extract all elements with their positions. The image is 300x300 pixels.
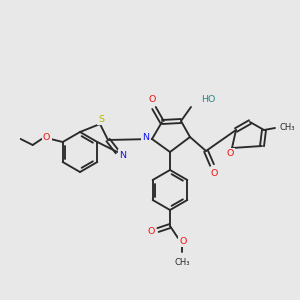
Text: O: O [179,236,187,245]
Text: S: S [98,115,104,124]
Text: O: O [210,169,218,178]
Text: CH₃: CH₃ [174,258,190,267]
Text: N: N [119,151,126,160]
Text: O: O [43,134,50,142]
Text: CH₃: CH₃ [280,124,296,133]
Text: N: N [142,133,149,142]
Text: O: O [226,149,234,158]
Text: O: O [147,227,155,236]
Text: O: O [148,95,156,104]
Text: HO: HO [201,94,215,103]
